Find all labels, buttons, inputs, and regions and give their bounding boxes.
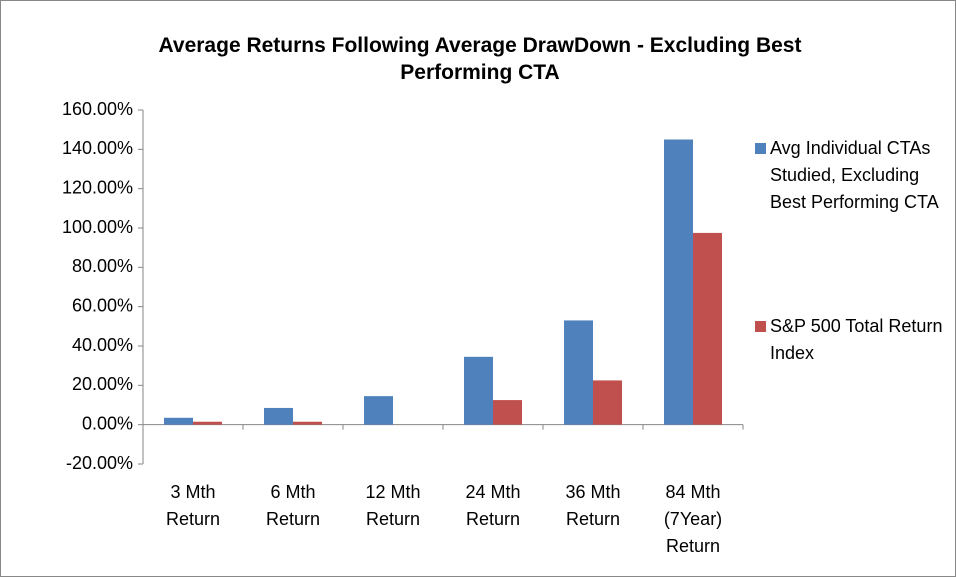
bar <box>464 356 493 425</box>
bar <box>493 400 522 425</box>
x-tick-label: (7Year) <box>664 509 722 529</box>
legend-label: Avg Individual CTAs Studied, Excluding B… <box>770 138 939 212</box>
x-tick-label: Return <box>566 509 620 529</box>
x-tick-label: Return <box>166 509 220 529</box>
bar <box>364 396 393 425</box>
y-tick-label: 20.00% <box>72 374 133 394</box>
x-tick-label: Return <box>266 509 320 529</box>
y-tick-label: 80.00% <box>72 256 133 276</box>
x-tick-label: Return <box>666 536 720 556</box>
bar <box>293 421 322 425</box>
y-tick-label: 140.00% <box>62 138 133 158</box>
y-tick-label: 160.00% <box>62 99 133 119</box>
chart-title: Average Returns Following Average DrawDo… <box>158 34 802 84</box>
bar <box>693 232 722 425</box>
x-tick-label: Return <box>366 509 420 529</box>
x-tick-label: 84 Mth <box>665 482 720 502</box>
x-tick-label: 3 Mth <box>170 482 215 502</box>
bar <box>264 407 293 425</box>
legend-entry: Avg Individual CTAs Studied, Excluding B… <box>755 135 955 216</box>
x-tick-label: 6 Mth <box>270 482 315 502</box>
x-tick-label: 24 Mth <box>465 482 520 502</box>
bar <box>593 380 622 425</box>
x-tick-label: Return <box>466 509 520 529</box>
x-tick-label: 12 Mth <box>365 482 420 502</box>
y-tick-label: 60.00% <box>72 295 133 315</box>
bar <box>664 139 693 425</box>
y-tick-label: -20.00% <box>66 453 133 473</box>
bar <box>164 417 193 425</box>
bar <box>564 320 593 425</box>
legend-swatch <box>755 321 766 332</box>
y-tick-label: 100.00% <box>62 217 133 237</box>
bar <box>193 421 222 425</box>
legend-label: S&P 500 Total Return Index <box>770 316 943 363</box>
y-tick-label: 40.00% <box>72 335 133 355</box>
legend-swatch <box>755 143 766 154</box>
y-tick-label: 0.00% <box>82 413 133 433</box>
legend-entry: S&P 500 Total Return Index <box>755 313 955 367</box>
x-tick-label: 36 Mth <box>565 482 620 502</box>
y-tick-label: 120.00% <box>62 177 133 197</box>
